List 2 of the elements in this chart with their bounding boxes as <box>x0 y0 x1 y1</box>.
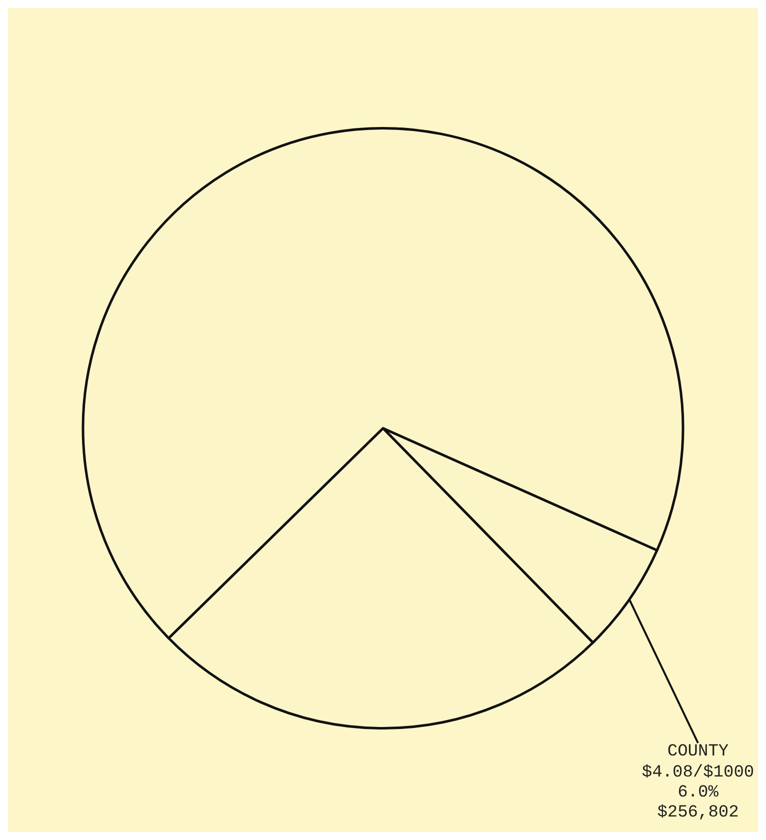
slice-label: COUNTY <box>667 742 729 762</box>
data-label: $4.08/$1000 6.0% $256,802 <box>642 764 754 822</box>
